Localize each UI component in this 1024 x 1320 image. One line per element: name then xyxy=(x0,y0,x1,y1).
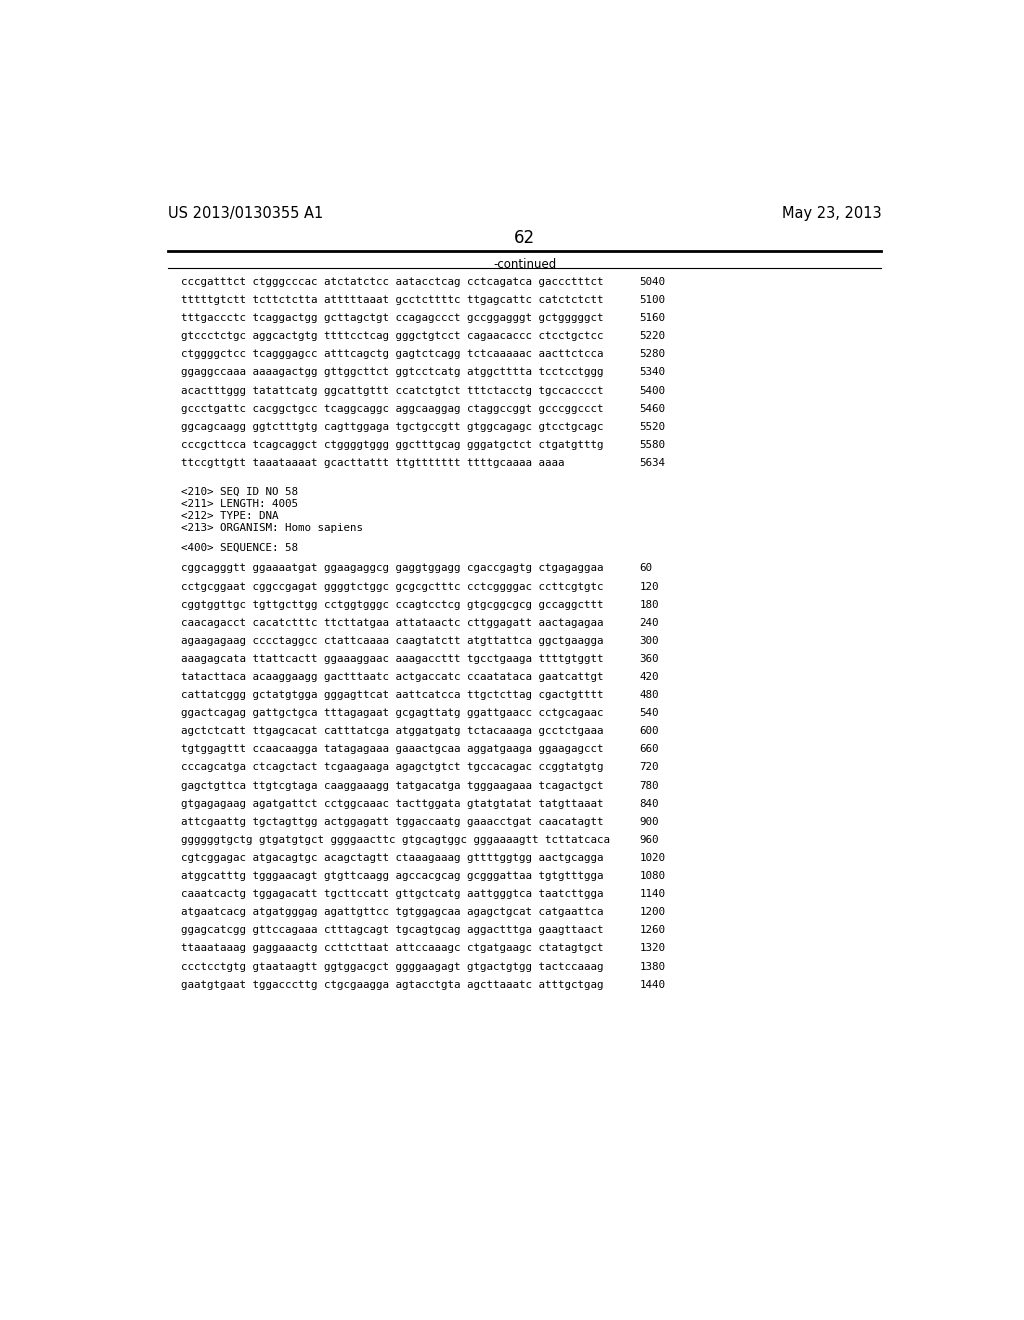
Text: agctctcatt ttgagcacat catttatcga atggatgatg tctacaaaga gcctctgaaa: agctctcatt ttgagcacat catttatcga atggatg… xyxy=(180,726,603,737)
Text: <400> SEQUENCE: 58: <400> SEQUENCE: 58 xyxy=(180,543,298,552)
Text: 5520: 5520 xyxy=(640,422,666,432)
Text: ttccgttgtt taaataaaat gcacttattt ttgttttttt ttttgcaaaa aaaa: ttccgttgtt taaataaaat gcacttattt ttgtttt… xyxy=(180,458,564,467)
Text: gaatgtgaat tggacccttg ctgcgaagga agtacctgta agcttaaatc atttgctgag: gaatgtgaat tggacccttg ctgcgaagga agtacct… xyxy=(180,979,603,990)
Text: 1080: 1080 xyxy=(640,871,666,880)
Text: tatacttaca acaaggaagg gactttaatc actgaccatc ccaatataca gaatcattgt: tatacttaca acaaggaagg gactttaatc actgacc… xyxy=(180,672,603,682)
Text: 420: 420 xyxy=(640,672,659,682)
Text: 1260: 1260 xyxy=(640,925,666,936)
Text: 5100: 5100 xyxy=(640,296,666,305)
Text: tttgaccctc tcaggactgg gcttagctgt ccagagccct gccggagggt gctgggggct: tttgaccctc tcaggactgg gcttagctgt ccagagc… xyxy=(180,313,603,323)
Text: 1320: 1320 xyxy=(640,944,666,953)
Text: tgtggagttt ccaacaagga tatagagaaa gaaactgcaa aggatgaaga ggaagagcct: tgtggagttt ccaacaagga tatagagaaa gaaactg… xyxy=(180,744,603,754)
Text: cccagcatga ctcagctact tcgaagaaga agagctgtct tgccacagac ccggtatgtg: cccagcatga ctcagctact tcgaagaaga agagctg… xyxy=(180,763,603,772)
Text: 60: 60 xyxy=(640,564,652,573)
Text: ccctcctgtg gtaataagtt ggtggacgct ggggaagagt gtgactgtgg tactccaaag: ccctcctgtg gtaataagtt ggtggacgct ggggaag… xyxy=(180,961,603,972)
Text: 660: 660 xyxy=(640,744,659,754)
Text: 300: 300 xyxy=(640,636,659,645)
Text: 5280: 5280 xyxy=(640,350,666,359)
Text: 540: 540 xyxy=(640,708,659,718)
Text: 120: 120 xyxy=(640,582,659,591)
Text: gtgagagaag agatgattct cctggcaaac tacttggata gtatgtatat tatgttaaat: gtgagagaag agatgattct cctggcaaac tacttgg… xyxy=(180,799,603,809)
Text: 5580: 5580 xyxy=(640,440,666,450)
Text: 1020: 1020 xyxy=(640,853,666,863)
Text: 960: 960 xyxy=(640,834,659,845)
Text: caacagacct cacatctttc ttcttatgaa attataactc cttggagatt aactagagaa: caacagacct cacatctttc ttcttatgaa attataa… xyxy=(180,618,603,628)
Text: 1200: 1200 xyxy=(640,907,666,917)
Text: <213> ORGANISM: Homo sapiens: <213> ORGANISM: Homo sapiens xyxy=(180,523,362,532)
Text: <210> SEQ ID NO 58: <210> SEQ ID NO 58 xyxy=(180,487,298,496)
Text: ggaggccaaa aaaagactgg gttggcttct ggtcctcatg atggctttta tcctcctggg: ggaggccaaa aaaagactgg gttggcttct ggtcctc… xyxy=(180,367,603,378)
Text: tttttgtctt tcttctctta atttttaaat gcctcttttc ttgagcattc catctctctt: tttttgtctt tcttctctta atttttaaat gcctctt… xyxy=(180,296,603,305)
Text: aaagagcata ttattcactt ggaaaggaac aaagaccttt tgcctgaaga ttttgtggtt: aaagagcata ttattcactt ggaaaggaac aaagacc… xyxy=(180,653,603,664)
Text: 5460: 5460 xyxy=(640,404,666,413)
Text: 600: 600 xyxy=(640,726,659,737)
Text: atgaatcacg atgatgggag agattgttcc tgtggagcaa agagctgcat catgaattca: atgaatcacg atgatgggag agattgttcc tgtggag… xyxy=(180,907,603,917)
Text: 840: 840 xyxy=(640,799,659,809)
Text: ctggggctcc tcagggagcc atttcagctg gagtctcagg tctcaaaaac aacttctcca: ctggggctcc tcagggagcc atttcagctg gagtctc… xyxy=(180,350,603,359)
Text: 5340: 5340 xyxy=(640,367,666,378)
Text: 720: 720 xyxy=(640,763,659,772)
Text: cattatcggg gctatgtgga gggagttcat aattcatcca ttgctcttag cgactgtttt: cattatcggg gctatgtgga gggagttcat aattcat… xyxy=(180,690,603,700)
Text: 5040: 5040 xyxy=(640,277,666,286)
Text: cgtcggagac atgacagtgc acagctagtt ctaaagaaag gttttggtgg aactgcagga: cgtcggagac atgacagtgc acagctagtt ctaaaga… xyxy=(180,853,603,863)
Text: caaatcactg tggagacatt tgcttccatt gttgctcatg aattgggtca taatcttgga: caaatcactg tggagacatt tgcttccatt gttgctc… xyxy=(180,890,603,899)
Text: gagctgttca ttgtcgtaga caaggaaagg tatgacatga tgggaagaaa tcagactgct: gagctgttca ttgtcgtaga caaggaaagg tatgaca… xyxy=(180,780,603,791)
Text: 240: 240 xyxy=(640,618,659,628)
Text: 480: 480 xyxy=(640,690,659,700)
Text: 1140: 1140 xyxy=(640,890,666,899)
Text: acactttggg tatattcatg ggcattgttt ccatctgtct tttctacctg tgccacccct: acactttggg tatattcatg ggcattgttt ccatctg… xyxy=(180,385,603,396)
Text: 5220: 5220 xyxy=(640,331,666,342)
Text: cccgcttcca tcagcaggct ctggggtggg ggctttgcag gggatgctct ctgatgtttg: cccgcttcca tcagcaggct ctggggtggg ggctttg… xyxy=(180,440,603,450)
Text: ggggggtgctg gtgatgtgct ggggaacttc gtgcagtggc gggaaaagtt tcttatcaca: ggggggtgctg gtgatgtgct ggggaacttc gtgcag… xyxy=(180,834,609,845)
Text: <212> TYPE: DNA: <212> TYPE: DNA xyxy=(180,511,279,520)
Text: ggagcatcgg gttccagaaa ctttagcagt tgcagtgcag aggactttga gaagttaact: ggagcatcgg gttccagaaa ctttagcagt tgcagtg… xyxy=(180,925,603,936)
Text: cggtggttgc tgttgcttgg cctggtgggc ccagtcctcg gtgcggcgcg gccaggcttt: cggtggttgc tgttgcttgg cctggtgggc ccagtcc… xyxy=(180,599,603,610)
Text: US 2013/0130355 A1: US 2013/0130355 A1 xyxy=(168,206,324,222)
Text: attcgaattg tgctagttgg actggagatt tggaccaatg gaaacctgat caacatagtt: attcgaattg tgctagttgg actggagatt tggacca… xyxy=(180,817,603,826)
Text: atggcatttg tgggaacagt gtgttcaagg agccacgcag gcgggattaa tgtgtttgga: atggcatttg tgggaacagt gtgttcaagg agccacg… xyxy=(180,871,603,880)
Text: May 23, 2013: May 23, 2013 xyxy=(781,206,882,222)
Text: cggcagggtt ggaaaatgat ggaagaggcg gaggtggagg cgaccgagtg ctgagaggaa: cggcagggtt ggaaaatgat ggaagaggcg gaggtgg… xyxy=(180,564,603,573)
Text: 62: 62 xyxy=(514,230,536,247)
Text: agaagagaag cccctaggcc ctattcaaaa caagtatctt atgttattca ggctgaagga: agaagagaag cccctaggcc ctattcaaaa caagtat… xyxy=(180,636,603,645)
Text: 360: 360 xyxy=(640,653,659,664)
Text: -continued: -continued xyxy=(494,257,556,271)
Text: 1440: 1440 xyxy=(640,979,666,990)
Text: gccctgattc cacggctgcc tcaggcaggc aggcaaggag ctaggccggt gcccggccct: gccctgattc cacggctgcc tcaggcaggc aggcaag… xyxy=(180,404,603,413)
Text: cctgcggaat cggccgagat ggggtctggc gcgcgctttc cctcggggac ccttcgtgtc: cctgcggaat cggccgagat ggggtctggc gcgcgct… xyxy=(180,582,603,591)
Text: ttaaataaag gaggaaactg ccttcttaat attccaaagc ctgatgaagc ctatagtgct: ttaaataaag gaggaaactg ccttcttaat attccaa… xyxy=(180,944,603,953)
Text: cccgatttct ctgggcccac atctatctcc aatacctcag cctcagatca gaccctttct: cccgatttct ctgggcccac atctatctcc aatacct… xyxy=(180,277,603,286)
Text: 5160: 5160 xyxy=(640,313,666,323)
Text: 180: 180 xyxy=(640,599,659,610)
Text: gtccctctgc aggcactgtg ttttcctcag gggctgtcct cagaacaccc ctcctgctcc: gtccctctgc aggcactgtg ttttcctcag gggctgt… xyxy=(180,331,603,342)
Text: ggcagcaagg ggtctttgtg cagttggaga tgctgccgtt gtggcagagc gtcctgcagc: ggcagcaagg ggtctttgtg cagttggaga tgctgcc… xyxy=(180,422,603,432)
Text: 5400: 5400 xyxy=(640,385,666,396)
Text: 5634: 5634 xyxy=(640,458,666,467)
Text: 780: 780 xyxy=(640,780,659,791)
Text: ggactcagag gattgctgca tttagagaat gcgagttatg ggattgaacc cctgcagaac: ggactcagag gattgctgca tttagagaat gcgagtt… xyxy=(180,708,603,718)
Text: 900: 900 xyxy=(640,817,659,826)
Text: <211> LENGTH: 4005: <211> LENGTH: 4005 xyxy=(180,499,298,508)
Text: 1380: 1380 xyxy=(640,961,666,972)
